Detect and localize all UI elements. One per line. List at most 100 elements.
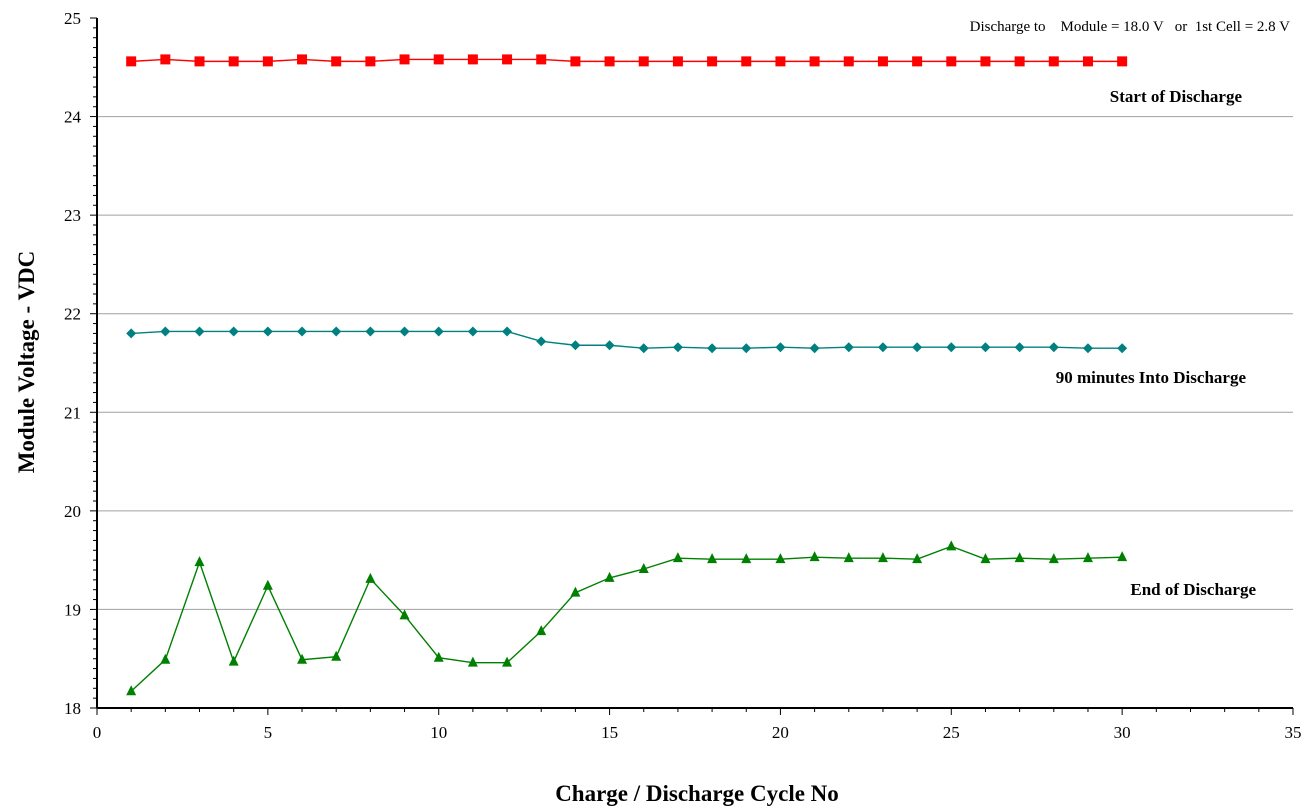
- data-point-start-of-discharge-22: [843, 56, 854, 67]
- data-point-end-of-discharge-6: [297, 653, 308, 664]
- data-point-90-minutes-into-discharge-29: [1082, 343, 1093, 354]
- y-tick-label-25: 25: [64, 9, 81, 28]
- y-tick-label-22: 22: [64, 305, 81, 324]
- series-label-start-of-discharge: Start of Discharge: [1110, 87, 1243, 106]
- data-point-start-of-discharge-29: [1082, 56, 1093, 67]
- data-point-end-of-discharge-23: [877, 552, 888, 563]
- data-point-start-of-discharge-10: [433, 54, 444, 65]
- x-tick-label-30: 30: [1114, 723, 1131, 742]
- data-point-start-of-discharge-13: [536, 54, 547, 65]
- gridlines: [97, 116, 1293, 610]
- data-point-end-of-discharge-20: [775, 553, 786, 564]
- series-label-90-minutes-into-discharge: 90 minutes Into Discharge: [1056, 368, 1247, 387]
- series-line-end-of-discharge: [130, 545, 1123, 692]
- x-tick-label-15: 15: [601, 723, 618, 742]
- chart-subtitle: Discharge to Module = 18.0 V or 1st Cell…: [970, 19, 1291, 35]
- data-point-end-of-discharge-18: [707, 553, 718, 564]
- series-label-end-of-discharge: End of Discharge: [1130, 580, 1256, 599]
- data-point-90-minutes-into-discharge-7: [331, 326, 342, 337]
- data-point-end-of-discharge-5: [262, 579, 273, 590]
- data-point-end-of-discharge-2: [160, 653, 171, 664]
- data-point-90-minutes-into-discharge-14: [570, 340, 581, 351]
- data-point-end-of-discharge-24: [912, 553, 923, 564]
- data-point-start-of-discharge-20: [775, 56, 786, 67]
- data-point-90-minutes-into-discharge-9: [399, 326, 410, 337]
- data-point-90-minutes-into-discharge-15: [604, 340, 615, 351]
- data-point-90-minutes-into-discharge-30: [1117, 343, 1128, 354]
- x-tick-label-25: 25: [943, 723, 960, 742]
- data-point-90-minutes-into-discharge-27: [1014, 342, 1025, 353]
- data-point-start-of-discharge-24: [912, 56, 923, 67]
- data-point-90-minutes-into-discharge-20: [775, 342, 786, 353]
- x-tick-label-5: 5: [264, 723, 273, 742]
- data-point-90-minutes-into-discharge-21: [809, 343, 820, 354]
- y-tick-label-18: 18: [64, 699, 81, 718]
- x-axis-title: Charge / Discharge Cycle No: [555, 781, 839, 806]
- data-point-end-of-discharge-10: [433, 651, 444, 662]
- data-point-end-of-discharge-25: [946, 540, 957, 551]
- data-point-start-of-discharge-4: [228, 56, 239, 67]
- axes: [90, 17, 1294, 715]
- series-start-of-discharge: [126, 54, 1128, 67]
- data-point-90-minutes-into-discharge-26: [980, 342, 991, 353]
- data-point-end-of-discharge-28: [1048, 553, 1059, 564]
- data-point-90-minutes-into-discharge-24: [912, 342, 923, 353]
- data-point-start-of-discharge-17: [672, 56, 683, 67]
- data-point-90-minutes-into-discharge-22: [843, 342, 854, 353]
- data-point-start-of-discharge-27: [1014, 56, 1025, 67]
- data-point-start-of-discharge-2: [160, 54, 171, 65]
- y-tick-label-19: 19: [64, 600, 81, 619]
- series-end-of-discharge: [126, 540, 1128, 696]
- data-point-end-of-discharge-19: [741, 553, 752, 564]
- data-point-start-of-discharge-8: [365, 56, 376, 67]
- data-point-90-minutes-into-discharge-17: [672, 342, 683, 353]
- data-point-start-of-discharge-23: [877, 56, 888, 67]
- series-line-90-minutes-into-discharge: [131, 330, 1123, 349]
- data-point-end-of-discharge-16: [638, 563, 649, 574]
- data-point-start-of-discharge-11: [467, 54, 478, 65]
- data-point-start-of-discharge-14: [570, 56, 581, 67]
- data-point-90-minutes-into-discharge-25: [946, 342, 957, 353]
- data-point-90-minutes-into-discharge-4: [228, 326, 239, 337]
- data-point-start-of-discharge-21: [809, 56, 820, 67]
- data-point-90-minutes-into-discharge-6: [297, 326, 308, 337]
- data-point-90-minutes-into-discharge-8: [365, 326, 376, 337]
- y-tick-label-20: 20: [64, 502, 81, 521]
- data-point-end-of-discharge-11: [467, 656, 478, 667]
- x-tick-label-10: 10: [430, 723, 447, 742]
- data-point-90-minutes-into-discharge-10: [433, 326, 444, 337]
- data-point-end-of-discharge-29: [1082, 552, 1093, 563]
- data-point-end-of-discharge-17: [672, 552, 683, 563]
- series-line-start-of-discharge: [131, 58, 1123, 63]
- data-point-start-of-discharge-15: [604, 56, 615, 67]
- data-point-90-minutes-into-discharge-5: [262, 326, 273, 337]
- data-point-start-of-discharge-1: [126, 56, 137, 67]
- data-point-start-of-discharge-26: [980, 56, 991, 67]
- data-point-90-minutes-into-discharge-12: [502, 326, 513, 337]
- data-point-90-minutes-into-discharge-1: [126, 328, 137, 339]
- data-point-end-of-discharge-22: [843, 552, 854, 563]
- data-point-end-of-discharge-3: [194, 556, 205, 567]
- series-90-minutes-into-discharge: [126, 326, 1128, 354]
- data-point-start-of-discharge-19: [741, 56, 752, 67]
- data-point-end-of-discharge-30: [1117, 551, 1128, 562]
- data-point-end-of-discharge-26: [980, 553, 991, 564]
- data-point-90-minutes-into-discharge-2: [160, 326, 171, 337]
- data-point-90-minutes-into-discharge-28: [1048, 342, 1059, 353]
- data-point-end-of-discharge-14: [570, 586, 581, 597]
- data-point-90-minutes-into-discharge-13: [536, 336, 547, 347]
- data-point-end-of-discharge-1: [126, 685, 137, 696]
- data-point-start-of-discharge-9: [399, 54, 410, 65]
- tick-labels: 18 19 20 21 22 23 24 25 0 5 10 15 20 25 30 35: [64, 9, 1302, 742]
- y-tick-label-23: 23: [64, 206, 81, 225]
- data-point-90-minutes-into-discharge-16: [638, 343, 649, 354]
- data-point-90-minutes-into-discharge-23: [877, 342, 888, 353]
- data-point-start-of-discharge-6: [297, 54, 308, 65]
- x-tick-label-35: 35: [1285, 723, 1302, 742]
- data-point-90-minutes-into-discharge-11: [467, 326, 478, 337]
- y-tick-label-24: 24: [64, 108, 82, 127]
- data-point-90-minutes-into-discharge-19: [741, 343, 752, 354]
- x-tick-label-0: 0: [93, 723, 102, 742]
- x-tick-label-20: 20: [772, 723, 789, 742]
